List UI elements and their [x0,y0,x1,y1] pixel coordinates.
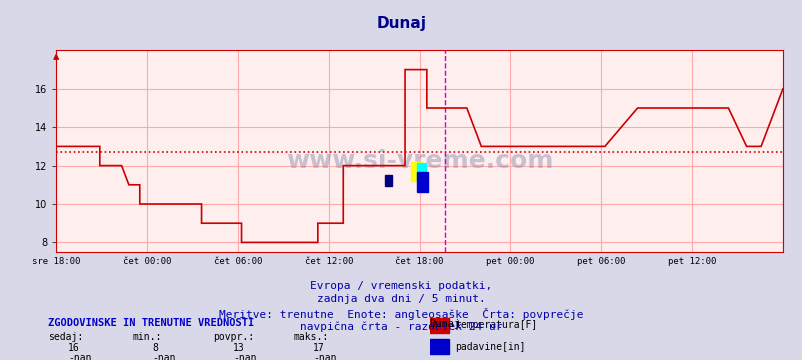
Text: čet 00:00: čet 00:00 [123,257,171,266]
Text: 17: 17 [313,343,325,353]
Bar [416,172,427,192]
Text: sre 18:00: sre 18:00 [32,257,80,266]
Text: -nan: -nan [313,353,336,360]
Text: pet 06:00: pet 06:00 [577,257,625,266]
Text: Meritve: trenutne  Enote: angleosaške  Črta: povprečje: Meritve: trenutne Enote: angleosaške Črt… [219,308,583,320]
Text: -nan: -nan [68,353,91,360]
Text: -nan: -nan [233,353,256,360]
Text: čet 18:00: čet 18:00 [395,257,444,266]
Text: zadnja dva dni / 5 minut.: zadnja dva dni / 5 minut. [317,294,485,305]
Text: čet 06:00: čet 06:00 [213,257,261,266]
Text: min.:: min.: [132,332,162,342]
Bar [429,339,448,354]
Text: 16: 16 [68,343,80,353]
Bar [429,318,448,333]
Text: -nan: -nan [152,353,176,360]
Text: 8: 8 [152,343,158,353]
Bar [384,175,391,186]
Text: sedaj:: sedaj: [48,332,83,342]
Text: pet 00:00: pet 00:00 [486,257,534,266]
Text: Evropa / vremenski podatki,: Evropa / vremenski podatki, [310,281,492,291]
Text: pet 12:00: pet 12:00 [667,257,715,266]
Text: padavine[in]: padavine[in] [455,342,525,352]
Text: www.si-vreme.com: www.si-vreme.com [286,149,553,173]
Bar [411,162,422,181]
Text: 13: 13 [233,343,245,353]
Text: temperatura[F]: temperatura[F] [455,320,537,330]
Text: ZGODOVINSKE IN TRENUTNE VREDNOSTI: ZGODOVINSKE IN TRENUTNE VREDNOSTI [48,318,254,328]
Text: Dunaj: Dunaj [376,16,426,31]
Text: maks.:: maks.: [293,332,328,342]
Text: povpr.:: povpr.: [213,332,253,342]
Text: navpična črta - razdelek 24 ur: navpična črta - razdelek 24 ur [300,322,502,332]
Text: Dunaj: Dunaj [429,319,460,329]
Bar [416,163,425,181]
Text: čet 12:00: čet 12:00 [304,257,352,266]
